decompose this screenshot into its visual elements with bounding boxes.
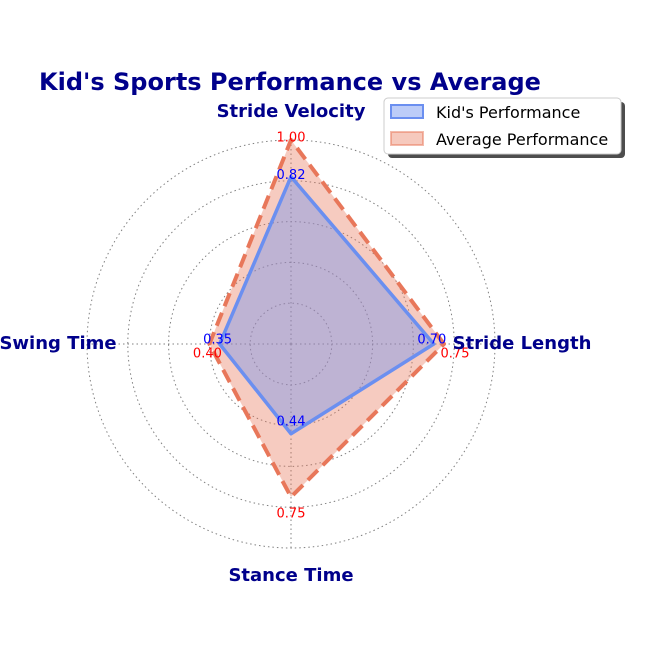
kid-value-label-4: 0.44 bbox=[277, 414, 306, 429]
radar-grid bbox=[86, 139, 496, 549]
kid-value-label-1: 0.70 bbox=[417, 333, 446, 348]
radar-value-labels: 0.751.000.400.750.700.820.350.44 bbox=[193, 131, 470, 522]
legend-swatch-average bbox=[390, 131, 424, 146]
average-value-label-4: 0.75 bbox=[277, 507, 306, 522]
average-value-label-1: 0.75 bbox=[441, 347, 470, 362]
legend-box bbox=[383, 97, 622, 155]
radar-axis-labels: Stride Length Stride Velocity Swing Time St… bbox=[0, 101, 591, 586]
average-value-label-2: 1.00 bbox=[277, 131, 306, 146]
axis-label-4: Stance Time bbox=[228, 565, 353, 586]
axis-label-1: Stride Length bbox=[453, 333, 592, 354]
radar-series bbox=[207, 138, 446, 499]
legend-swatch-kid bbox=[390, 104, 424, 119]
axis-label-2: Stride Velocity bbox=[217, 101, 366, 122]
series-kid-area bbox=[217, 174, 436, 436]
average-value-label-3: 0.40 bbox=[193, 347, 222, 362]
kid-value-label-3: 0.35 bbox=[203, 333, 232, 348]
axis-label-3: Swing Time bbox=[0, 333, 117, 354]
legend-label-kid: Kid's Performance bbox=[436, 103, 580, 122]
legend: Kid's Performance Average Performance bbox=[383, 97, 625, 158]
chart-title: Kid's Sports Performance vs Average bbox=[39, 68, 541, 96]
kid-value-label-2: 0.82 bbox=[277, 168, 306, 183]
legend-label-average: Average Performance bbox=[436, 130, 608, 149]
